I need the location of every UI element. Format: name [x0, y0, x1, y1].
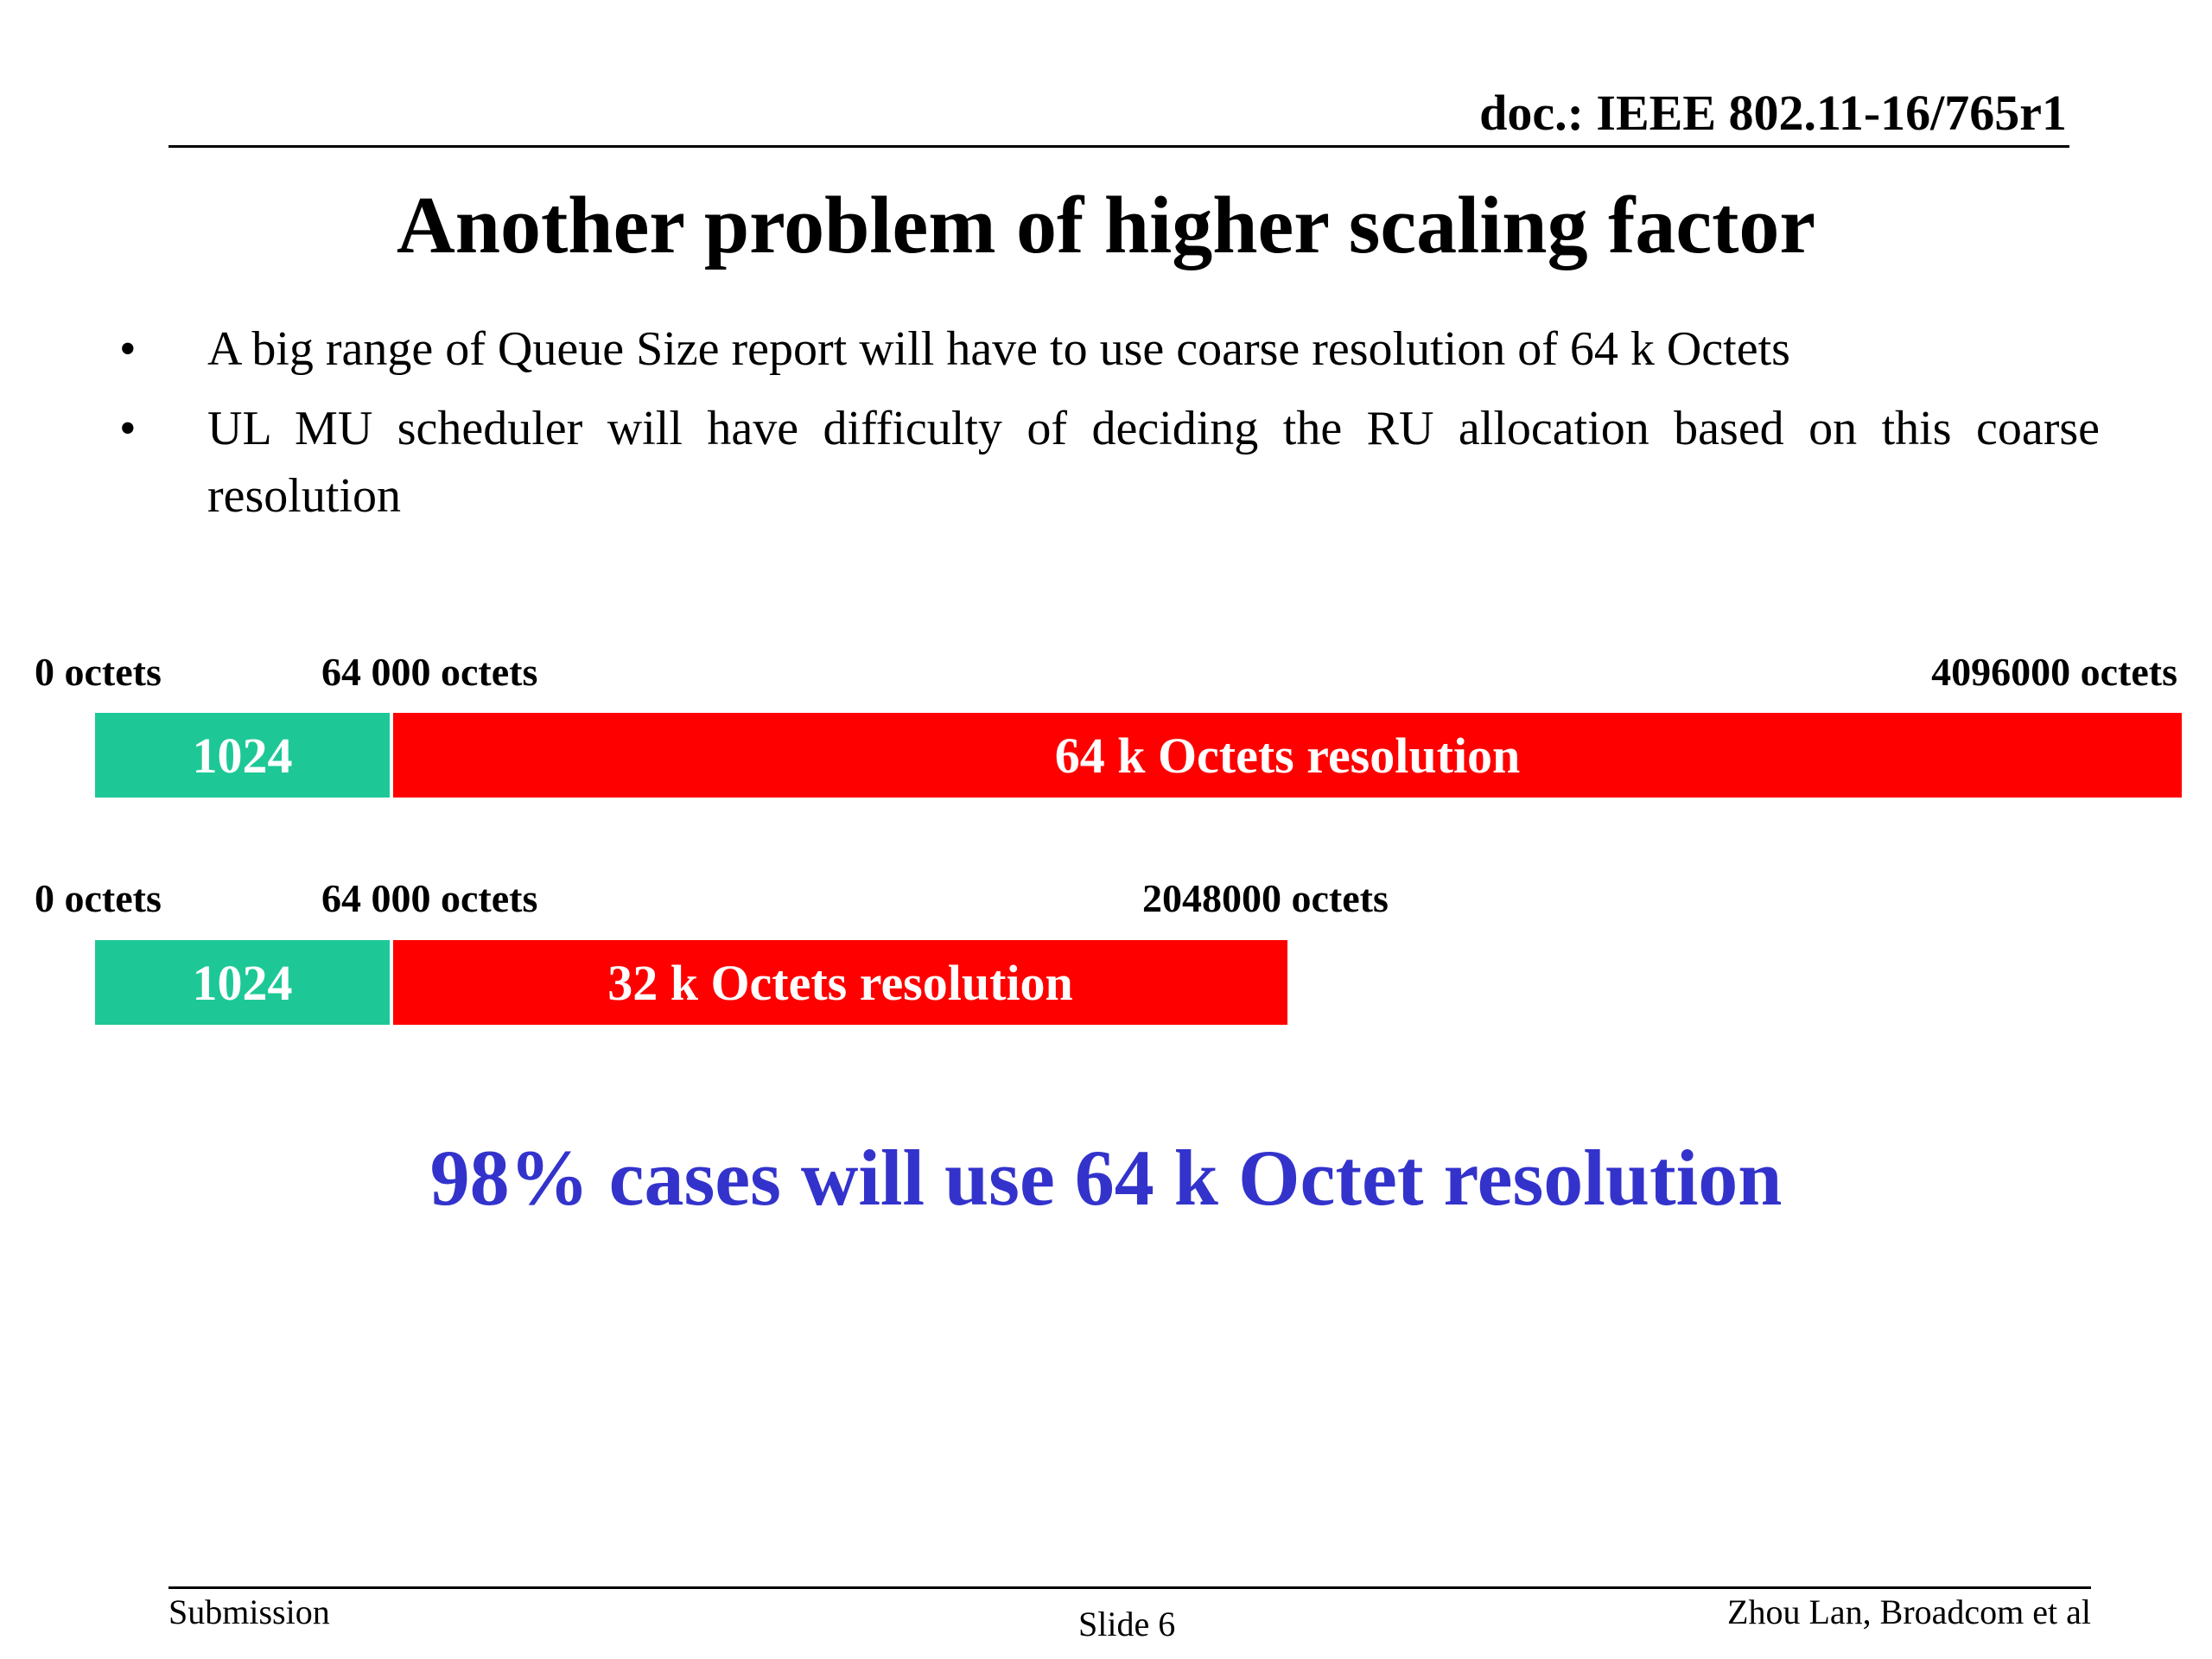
bar2-label-end: 2048000 octets: [1142, 876, 1389, 920]
footer-slide-number: Slide 6: [1078, 1605, 1176, 1643]
bullet-item: • A big range of Queue Size report will …: [112, 315, 2100, 383]
bar1-high-segment: 64 k Octets resolution: [393, 713, 2182, 798]
bullet-dot-icon: •: [119, 322, 137, 376]
conclusion-text: 98% cases will use 64 k Octet resolution: [429, 1134, 1783, 1222]
document-id: doc.: IEEE 802.11-16/765r1: [1479, 85, 2067, 141]
footer-rule: [168, 1586, 2091, 1589]
footer-author: Zhou Lan, Broadcom et al: [1727, 1592, 2091, 1631]
bar2-low-segment: 1024: [95, 940, 390, 1025]
bullet-list: • A big range of Queue Size report will …: [112, 315, 2100, 542]
bar1-label-mid: 64 000 octets: [321, 650, 538, 694]
bar1-low-segment: 1024: [95, 713, 390, 798]
bullet-text: A big range of Queue Size report will ha…: [207, 322, 1790, 376]
bullet-text: UL MU scheduler will have difficulty of …: [207, 402, 2100, 523]
header-rule: [168, 145, 2069, 148]
bar1-label-end: 4096000 octets: [1931, 650, 2177, 694]
bar2-high-segment: 32 k Octets resolution: [393, 940, 1287, 1025]
bar1-label-start: 0 octets: [35, 650, 162, 694]
bar2-label-mid: 64 000 octets: [321, 876, 538, 920]
bullet-dot-icon: •: [119, 402, 137, 455]
bar2-label-start: 0 octets: [35, 876, 162, 920]
bullet-item: • UL MU scheduler will have difficulty o…: [112, 395, 2100, 530]
slide-title: Another problem of higher scaling factor: [396, 181, 1816, 270]
footer-submission: Submission: [168, 1592, 330, 1631]
